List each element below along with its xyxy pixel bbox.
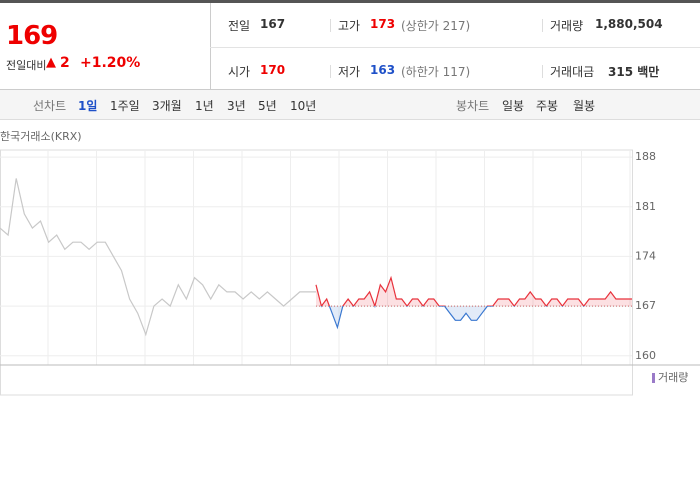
tab[interactable]: 5년 [258, 99, 277, 113]
tab[interactable]: 주봉 [536, 99, 559, 113]
area-down [316, 306, 632, 328]
tab[interactable]: 1일 [78, 99, 98, 113]
tab[interactable]: 1년 [195, 99, 214, 113]
tab[interactable]: 3년 [227, 99, 246, 113]
up-icon: ▲ [46, 55, 56, 70]
tab-group-label: 선차트 [33, 99, 67, 113]
stat-value: 173 [370, 17, 396, 31]
price: 169 [6, 21, 58, 51]
tab[interactable]: 10년 [290, 99, 317, 113]
header: 169 전일대비 ▲ 2 +1.20% 전일 167 고가 173 (상한가 217) 거… [0, 0, 700, 93]
stat-value: 1,880,504 [595, 17, 663, 31]
tab[interactable]: 일봉 [502, 99, 525, 113]
tab[interactable]: 월봉 [573, 99, 596, 113]
stat-value: 163 [370, 63, 396, 77]
stat-label: 고가 [338, 19, 361, 33]
divider [542, 19, 543, 32]
change-label: 전일대비 [6, 59, 47, 72]
previous-line [0, 178, 316, 337]
stat-label: 저가 [338, 65, 361, 79]
divider [330, 65, 331, 78]
divider [330, 19, 331, 32]
today-line-down [320, 306, 585, 330]
change-pct: +1.20% [80, 55, 141, 71]
stat-extra: (상한가 217) [401, 19, 471, 33]
today-line-up [315, 275, 632, 307]
y-tick-label: 188 [635, 150, 656, 163]
stat-label: 전일 [228, 19, 251, 33]
y-tick-label: 181 [635, 200, 656, 213]
volume-label: 거래량 [658, 371, 688, 384]
stat-extra: (하한가 117) [401, 65, 471, 79]
stat-value: 167 [260, 17, 286, 31]
source-label: 한국거래소(KRX) [0, 130, 82, 143]
tab-group-label: 봉차트 [456, 99, 490, 113]
stat-label: 거래대금 [550, 65, 595, 79]
tab[interactable]: 1주일 [110, 99, 140, 113]
plot-frame [0, 149, 633, 396]
legend-swatch [652, 373, 655, 383]
y-tick-label: 174 [635, 249, 656, 262]
tab[interactable]: 3개월 [152, 99, 182, 113]
stat-label: 거래량 [550, 19, 584, 33]
tab-bar: 선차트 1일 1주일 3개월 1년 3년 5년 10년 봉차트 일봉 주봉 월봉 [0, 90, 700, 120]
change: 2 [60, 55, 70, 71]
stat-value: 170 [260, 63, 286, 77]
y-tick-label: 167 [635, 299, 656, 312]
y-tick-label: 160 [635, 349, 656, 362]
divider [542, 65, 543, 78]
stat-label: 시가 [228, 65, 251, 79]
stat-value: 315 백만 [608, 65, 660, 79]
